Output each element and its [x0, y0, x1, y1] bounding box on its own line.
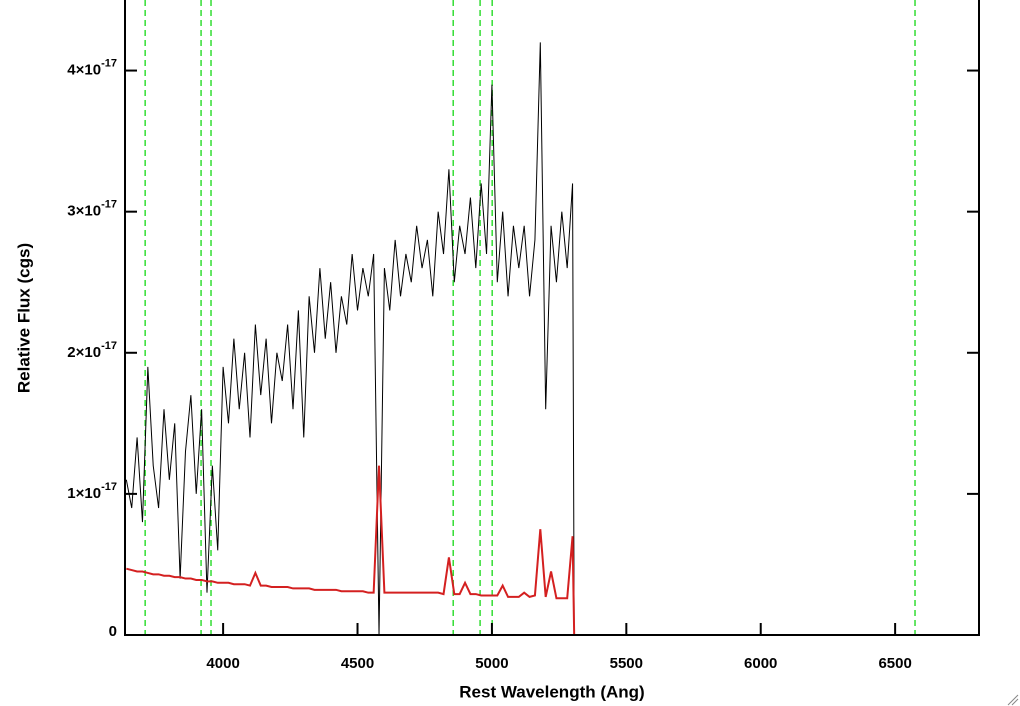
x-tick-label: 5000 [475, 655, 508, 672]
y-tick-label: 2×10-17 [67, 340, 117, 361]
plot-frame [124, 0, 980, 636]
y-tick-label: 1×10-17 [67, 481, 117, 502]
y-tick-label: 0 [109, 623, 117, 640]
x-tick-label: 4500 [341, 655, 374, 672]
y-tick-mantissa: 4×10 [67, 62, 101, 79]
y-tick-mantissa: 3×10 [67, 203, 101, 220]
y-tick-exponent: -17 [101, 481, 117, 493]
spectrum-line [126, 465, 979, 636]
spectrum-line [125, 42, 979, 636]
y-axis-label: Relative Flux (cgs) [14, 243, 33, 393]
y-tick-label: 4×10-17 [67, 57, 117, 78]
resize-grip [1007, 694, 1019, 706]
y-tick-exponent: -17 [101, 199, 117, 211]
y-tick-mantissa: 2×10 [67, 344, 101, 361]
x-axis-label: Rest Wavelength (Ang) [459, 682, 644, 701]
x-tick-label: 4000 [206, 655, 239, 672]
x-tick-label: 5500 [610, 655, 643, 672]
y-tick-label: 3×10-17 [67, 199, 117, 220]
x-tick-label: 6500 [878, 655, 911, 672]
y-tick-exponent: -17 [101, 57, 117, 69]
y-tick-mantissa: 1×10 [67, 485, 101, 502]
x-tick-label: 6000 [744, 655, 777, 672]
y-tick-exponent: -17 [101, 340, 117, 352]
